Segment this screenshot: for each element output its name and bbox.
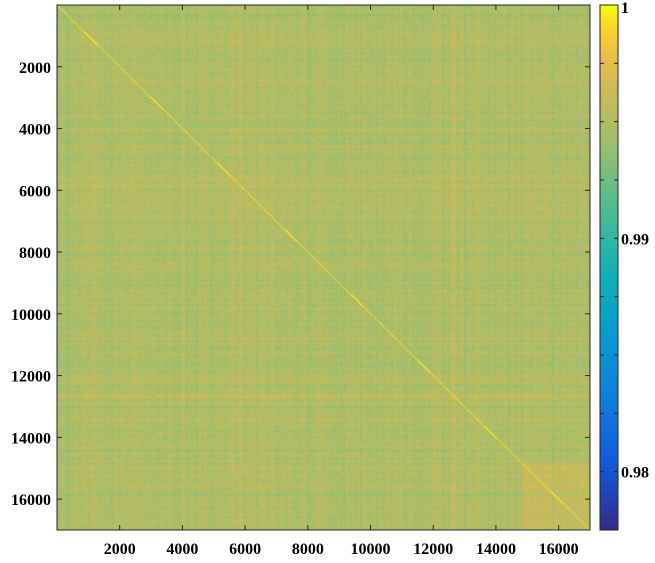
y-tick-label: 2000 bbox=[19, 60, 51, 77]
colorbar: 1 0.99 0.98 bbox=[599, 0, 649, 531]
y-tick-label: 6000 bbox=[19, 183, 51, 200]
x-tick-label: 12000 bbox=[413, 541, 453, 558]
y-tick-label: 12000 bbox=[11, 369, 51, 386]
axes: 2000 4000 6000 8000 10000 12000 14000 16000 2000… bbox=[11, 4, 591, 558]
plot-frame bbox=[56, 4, 591, 531]
x-tick-label: 10000 bbox=[351, 541, 391, 558]
colorbar-tick-label: 0.98 bbox=[621, 465, 649, 482]
x-tick-label: 2000 bbox=[104, 541, 136, 558]
y-tick-label: 16000 bbox=[11, 492, 51, 509]
heatmap-cells bbox=[57, 5, 590, 530]
colorbar-tick-label: 0.99 bbox=[621, 231, 649, 248]
x-tick-label: 4000 bbox=[166, 541, 198, 558]
colorbar-tick-label: 1 bbox=[621, 0, 629, 17]
y-tick-label: 10000 bbox=[11, 307, 51, 324]
colorbar-gradient bbox=[599, 4, 619, 531]
x-tick-label: 16000 bbox=[539, 541, 579, 558]
x-tick-label: 14000 bbox=[476, 541, 516, 558]
x-tick-label: 6000 bbox=[229, 541, 261, 558]
heatmap-area bbox=[57, 5, 590, 530]
x-tick-label: 8000 bbox=[292, 541, 324, 558]
y-tick-label: 14000 bbox=[11, 430, 51, 447]
y-tick-label: 8000 bbox=[19, 245, 51, 262]
y-tick-label: 4000 bbox=[19, 122, 51, 139]
